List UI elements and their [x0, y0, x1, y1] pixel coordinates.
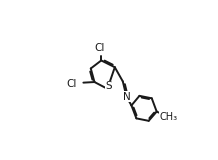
Text: Cl: Cl [66, 79, 77, 88]
Text: S: S [105, 81, 112, 91]
Text: CH₃: CH₃ [159, 112, 177, 122]
Text: Cl: Cl [95, 43, 105, 52]
Text: N: N [123, 92, 130, 102]
